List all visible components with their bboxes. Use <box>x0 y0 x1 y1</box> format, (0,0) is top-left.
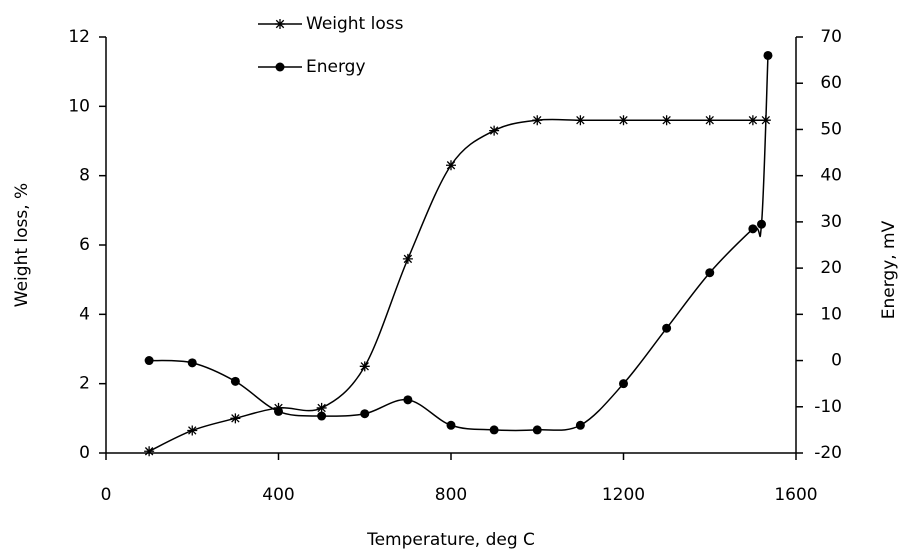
x-tick-label: 400 <box>262 485 294 505</box>
y2-tick-label: 40 <box>820 166 842 186</box>
marker <box>532 425 542 435</box>
x-axis-label: Temperature, deg C <box>366 530 535 550</box>
marker <box>275 19 285 29</box>
marker <box>747 115 758 126</box>
marker <box>359 361 370 372</box>
marker <box>489 425 499 435</box>
marker <box>317 411 327 421</box>
marker <box>274 406 283 416</box>
marker <box>763 50 773 60</box>
marker <box>705 268 715 278</box>
marker <box>275 62 285 72</box>
y2-tick-label: 50 <box>820 119 842 139</box>
marker <box>446 420 456 430</box>
x-tick-label: 1200 <box>602 485 645 505</box>
x-tick-label: 1600 <box>774 485 817 505</box>
marker <box>230 376 240 386</box>
y-tick-label: 12 <box>68 27 90 47</box>
marker <box>704 115 715 126</box>
marker <box>575 115 586 126</box>
marker <box>757 219 766 229</box>
y2-tick-label: -20 <box>814 443 842 463</box>
marker <box>662 323 672 333</box>
y-tick-label: 6 <box>79 235 90 255</box>
series-line <box>148 118 766 452</box>
marker <box>619 379 628 389</box>
marker <box>575 420 585 430</box>
marker <box>532 115 543 126</box>
marker <box>402 253 413 264</box>
marker <box>144 446 155 457</box>
y2-tick-label: 70 <box>820 27 842 47</box>
marker <box>316 402 327 413</box>
x-tick-label: 0 <box>101 485 112 505</box>
marker <box>360 409 370 419</box>
marker <box>144 356 154 366</box>
y2-tick-label: 20 <box>820 258 842 278</box>
marker <box>403 395 413 405</box>
marker <box>748 224 758 234</box>
marker <box>187 358 197 368</box>
y-axis-label: Weight loss, % <box>12 183 32 307</box>
legend-label: Energy <box>306 57 366 77</box>
y-tick-label: 0 <box>79 443 90 463</box>
y2-tick-label: 0 <box>831 351 842 371</box>
legend-label: Weight loss <box>306 14 404 34</box>
marker <box>618 115 629 126</box>
y-tick-label: 4 <box>79 304 90 324</box>
y-tick-label: 10 <box>68 96 90 116</box>
y2-tick-label: -10 <box>814 397 842 417</box>
y2-axis-label: Energy, mV <box>879 220 899 319</box>
marker <box>230 413 241 424</box>
y2-tick-label: 60 <box>820 73 842 93</box>
marker <box>661 115 672 126</box>
marker <box>187 425 198 436</box>
y-tick-label: 2 <box>79 374 90 394</box>
y2-tick-label: 10 <box>820 304 842 324</box>
y2-tick-label: 30 <box>820 212 842 232</box>
x-tick-label: 800 <box>435 485 467 505</box>
y-tick-label: 8 <box>79 166 90 186</box>
marker <box>446 160 456 171</box>
series-line <box>149 55 769 432</box>
marker <box>489 125 500 136</box>
